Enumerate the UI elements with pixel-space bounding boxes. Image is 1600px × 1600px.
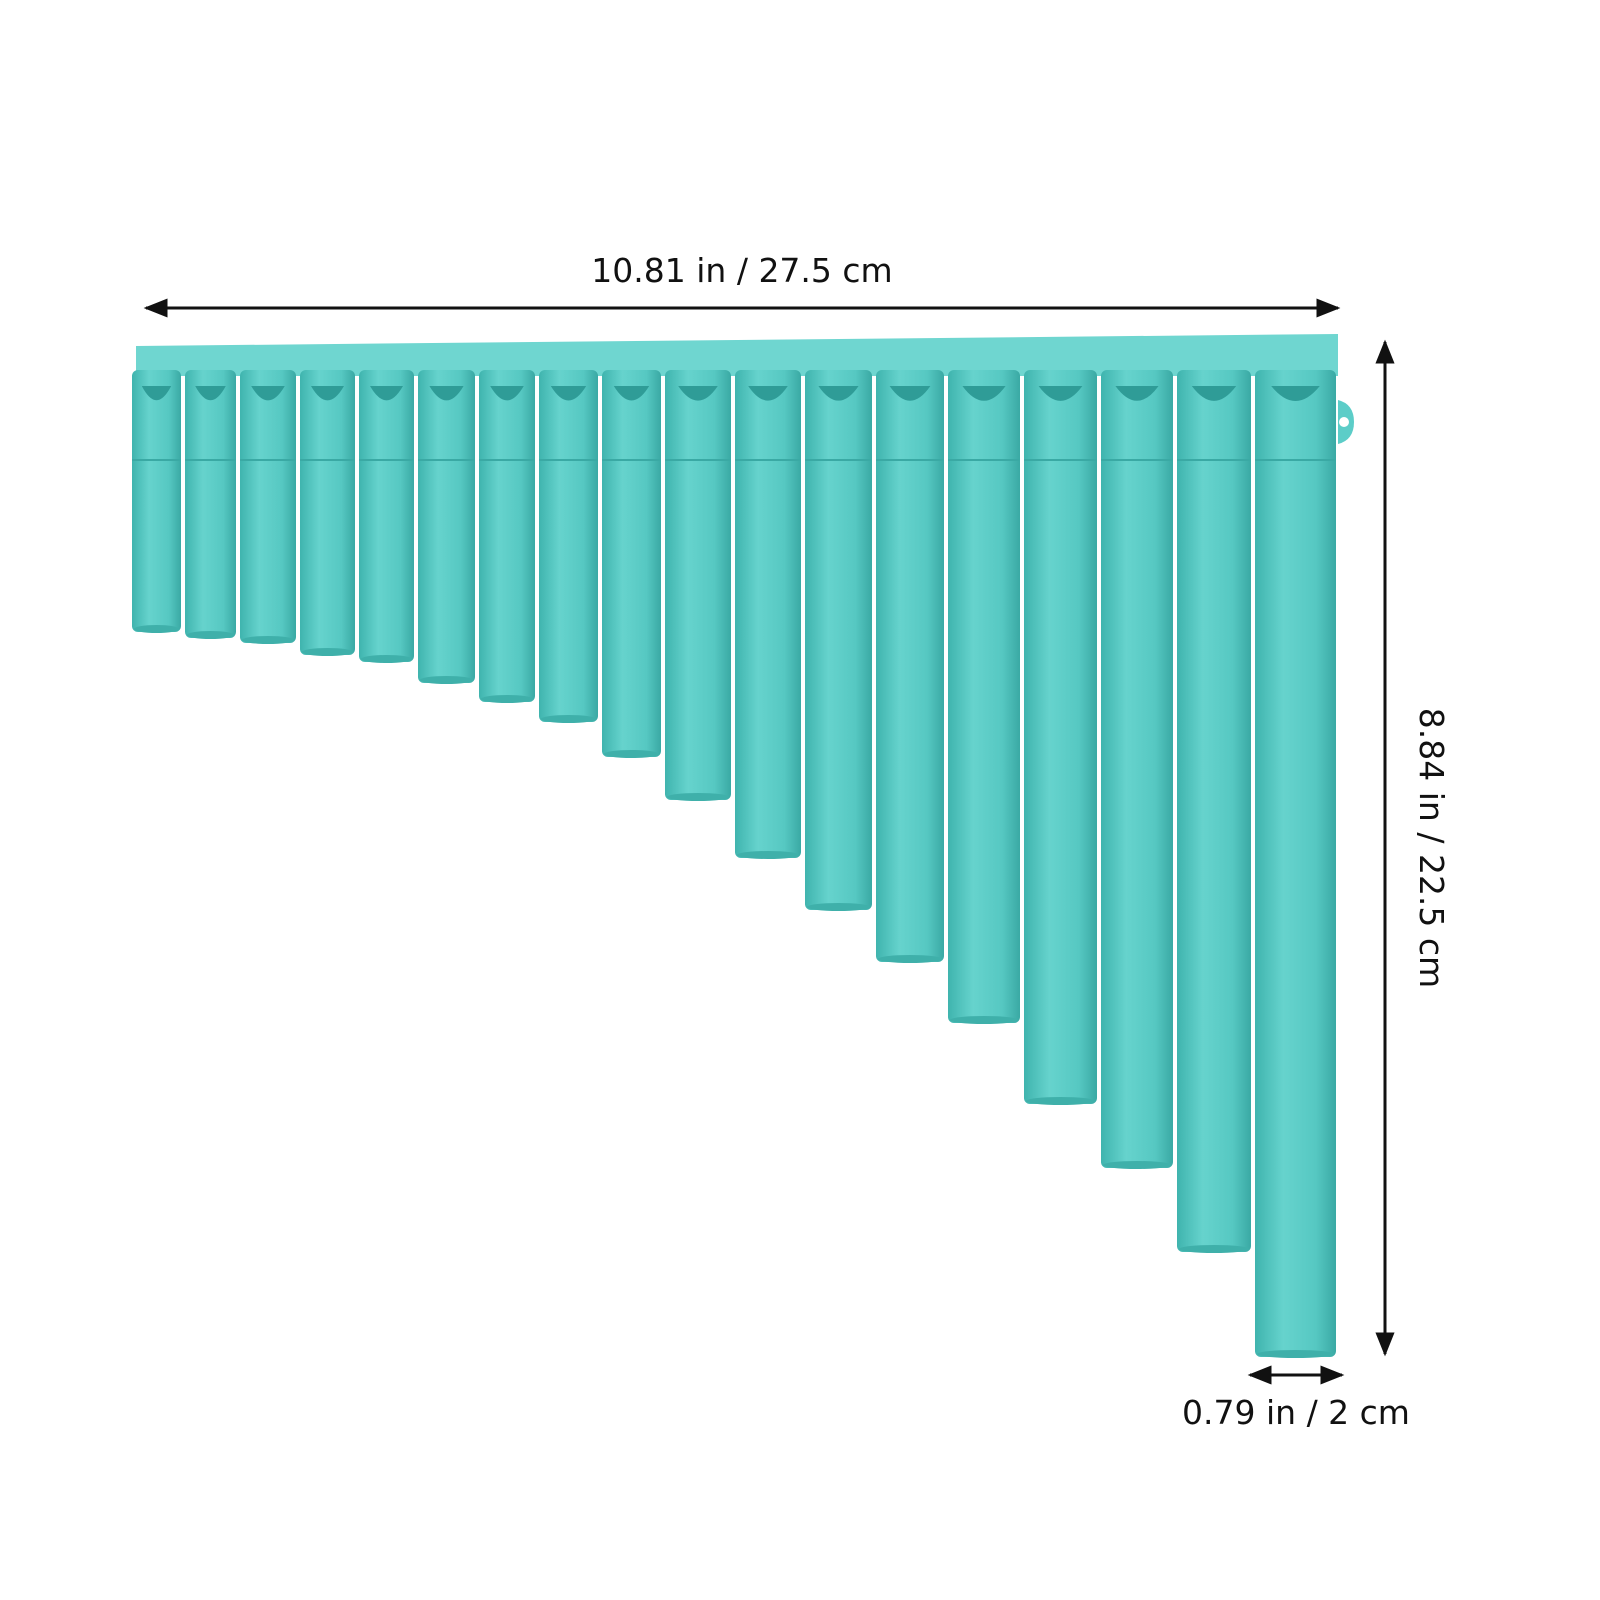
pipe [948,370,1020,1024]
pipe-body [735,370,801,858]
pipe-end [361,655,412,663]
pipe-end [667,793,729,801]
pipe-width-label: 0.79 in / 2 cm [1182,1393,1410,1432]
pipe-body [1024,370,1097,1104]
pipe [1024,370,1097,1105]
mouth-slot [370,386,403,401]
pipe-body [240,370,296,643]
pipe-body [1255,370,1336,1357]
pipe-body [948,370,1020,1023]
pipe-end [950,1016,1018,1024]
pipe [1177,370,1251,1253]
pipe-body [539,370,598,722]
mouth-slot [1191,386,1237,401]
pipe-end [1103,1161,1171,1169]
pipe-end [541,715,596,723]
mouth-slot [251,386,285,401]
mouth-slot [1115,386,1159,401]
mouth-slot [748,386,788,401]
pipe-body [665,370,731,800]
pipe-end [1179,1245,1249,1253]
pipe-body [132,370,181,632]
top-bar [136,334,1338,376]
pipe [132,370,181,633]
pipe [479,370,535,703]
hang-hole [1339,417,1349,427]
pipe-body [805,370,872,910]
pipe-end [1026,1097,1095,1105]
pipe [1255,370,1336,1358]
pipe [1101,370,1173,1169]
mouth-slot [1038,386,1083,401]
pipe-end [807,903,870,911]
pipe-end [878,955,942,963]
pipe-body [1101,370,1173,1168]
mouth-slot [141,386,172,401]
pipe-body [1177,370,1251,1252]
pipe-body [876,370,944,962]
pipe-end [481,695,533,703]
mouth-slot [613,386,650,401]
pipe-end [187,631,234,639]
mouth-slot [429,386,464,401]
height-label: 8.84 in / 22.5 cm [1412,708,1451,988]
pipe-end [242,636,294,644]
pipe [185,370,236,639]
pipe-body [185,370,236,638]
mouth-slot [311,386,344,401]
pipe [300,370,355,656]
pipe-body [359,370,414,662]
pipe [735,370,801,859]
pipe-end [737,851,799,859]
mouth-slot [1271,386,1320,402]
mouth-slot [678,386,718,401]
mouth-slot [962,386,1006,401]
pipe-end [420,676,473,684]
pipe [359,370,414,663]
mouth-slot [550,386,587,401]
width-label: 10.81 in / 27.5 cm [591,251,892,290]
pipe [539,370,598,723]
pipe-end [1257,1350,1334,1358]
pipe [418,370,475,684]
pan-flute [132,334,1354,1358]
mouth-slot [195,386,226,401]
pipe-body [602,370,661,757]
pipe [602,370,661,758]
mouth-slot [818,386,859,401]
pipe-end [134,625,179,633]
mouth-slot [889,386,931,401]
pipe-end [604,750,659,758]
pipe [240,370,296,644]
pipe [805,370,872,911]
mouth-slot [490,386,524,401]
pipe [665,370,731,801]
pipe-body [418,370,475,683]
pipe [876,370,944,963]
pipe-body [300,370,355,655]
pipe-body [479,370,535,702]
pipe-end [302,648,353,656]
